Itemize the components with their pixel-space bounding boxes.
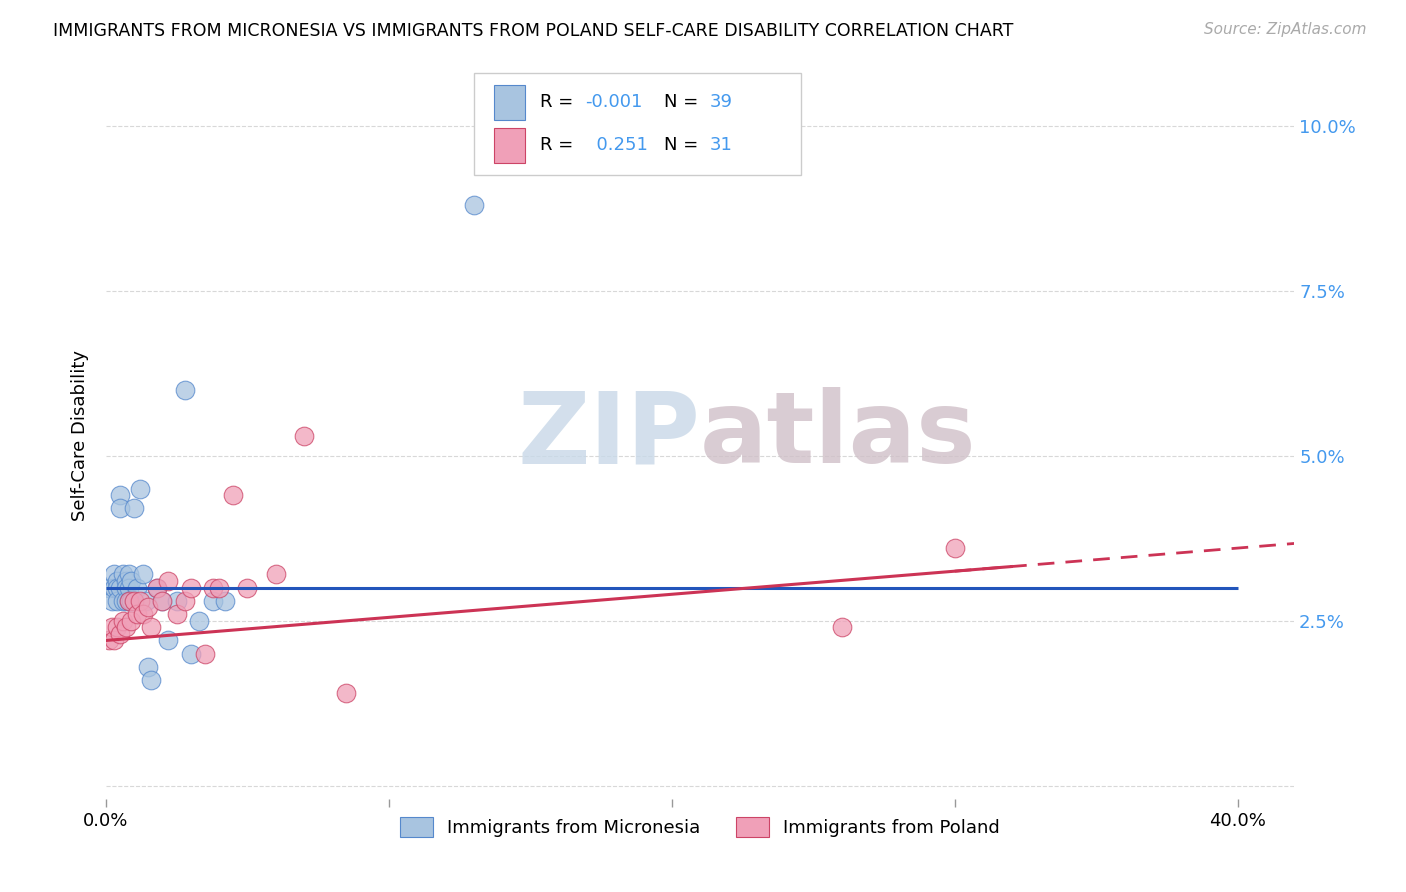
Point — [125, 581, 148, 595]
Point — [157, 574, 180, 588]
Point — [105, 581, 128, 595]
Point — [117, 594, 139, 608]
Text: ZIP: ZIP — [517, 387, 700, 484]
Point — [131, 607, 153, 621]
Point — [188, 614, 211, 628]
Text: N =: N = — [665, 93, 704, 112]
Point — [100, 594, 122, 608]
Point — [166, 594, 188, 608]
Point — [114, 581, 136, 595]
Text: IMMIGRANTS FROM MICRONESIA VS IMMIGRANTS FROM POLAND SELF-CARE DISABILITY CORREL: IMMIGRANTS FROM MICRONESIA VS IMMIGRANTS… — [53, 22, 1014, 40]
Point — [122, 501, 145, 516]
Point — [114, 620, 136, 634]
Point — [335, 686, 357, 700]
Point — [174, 594, 197, 608]
Text: N =: N = — [665, 136, 704, 154]
Text: 31: 31 — [710, 136, 733, 154]
Y-axis label: Self-Care Disability: Self-Care Disability — [72, 351, 89, 522]
Point — [831, 620, 853, 634]
Point — [146, 581, 169, 595]
Point — [105, 574, 128, 588]
Point — [103, 581, 125, 595]
Point — [202, 581, 225, 595]
Point — [117, 594, 139, 608]
Point — [463, 198, 485, 212]
Text: R =: R = — [540, 93, 579, 112]
Text: atlas: atlas — [700, 387, 977, 484]
Point — [105, 620, 128, 634]
Point — [943, 541, 966, 555]
Bar — [495, 85, 526, 120]
Point — [100, 620, 122, 634]
Point — [292, 429, 315, 443]
Point — [125, 607, 148, 621]
Point — [194, 647, 217, 661]
Point — [166, 607, 188, 621]
Legend: Immigrants from Micronesia, Immigrants from Poland: Immigrants from Micronesia, Immigrants f… — [392, 810, 1007, 844]
Point — [105, 594, 128, 608]
Point — [180, 581, 202, 595]
Point — [97, 633, 120, 648]
Bar — [495, 128, 526, 163]
Point — [131, 567, 153, 582]
Point — [120, 594, 142, 608]
Point — [146, 581, 169, 595]
Point — [138, 600, 160, 615]
FancyBboxPatch shape — [474, 73, 801, 175]
Point — [97, 581, 120, 595]
Point — [138, 660, 160, 674]
Point — [915, 0, 938, 14]
Point — [122, 594, 145, 608]
Point — [114, 594, 136, 608]
Point — [202, 594, 225, 608]
Point — [117, 581, 139, 595]
Point — [117, 567, 139, 582]
Point — [141, 620, 163, 634]
Point — [236, 581, 259, 595]
Point — [174, 383, 197, 397]
Point — [157, 633, 180, 648]
Point — [128, 482, 150, 496]
Point — [122, 594, 145, 608]
Point — [108, 627, 131, 641]
Point — [114, 574, 136, 588]
Text: R =: R = — [540, 136, 579, 154]
Point — [111, 567, 134, 582]
Text: 0.251: 0.251 — [585, 136, 648, 154]
Point — [152, 594, 174, 608]
Point — [103, 633, 125, 648]
Point — [222, 488, 245, 502]
Point — [208, 581, 231, 595]
Point — [111, 594, 134, 608]
Point — [120, 574, 142, 588]
Point — [134, 594, 156, 608]
Point — [120, 614, 142, 628]
Point — [111, 614, 134, 628]
Point — [180, 647, 202, 661]
Point — [141, 673, 163, 687]
Point — [214, 594, 236, 608]
Point — [152, 594, 174, 608]
Point — [103, 567, 125, 582]
Text: Source: ZipAtlas.com: Source: ZipAtlas.com — [1204, 22, 1367, 37]
Text: 39: 39 — [710, 93, 733, 112]
Point — [108, 501, 131, 516]
Text: -0.001: -0.001 — [585, 93, 643, 112]
Point — [108, 488, 131, 502]
Point — [264, 567, 287, 582]
Point — [128, 594, 150, 608]
Point — [108, 581, 131, 595]
